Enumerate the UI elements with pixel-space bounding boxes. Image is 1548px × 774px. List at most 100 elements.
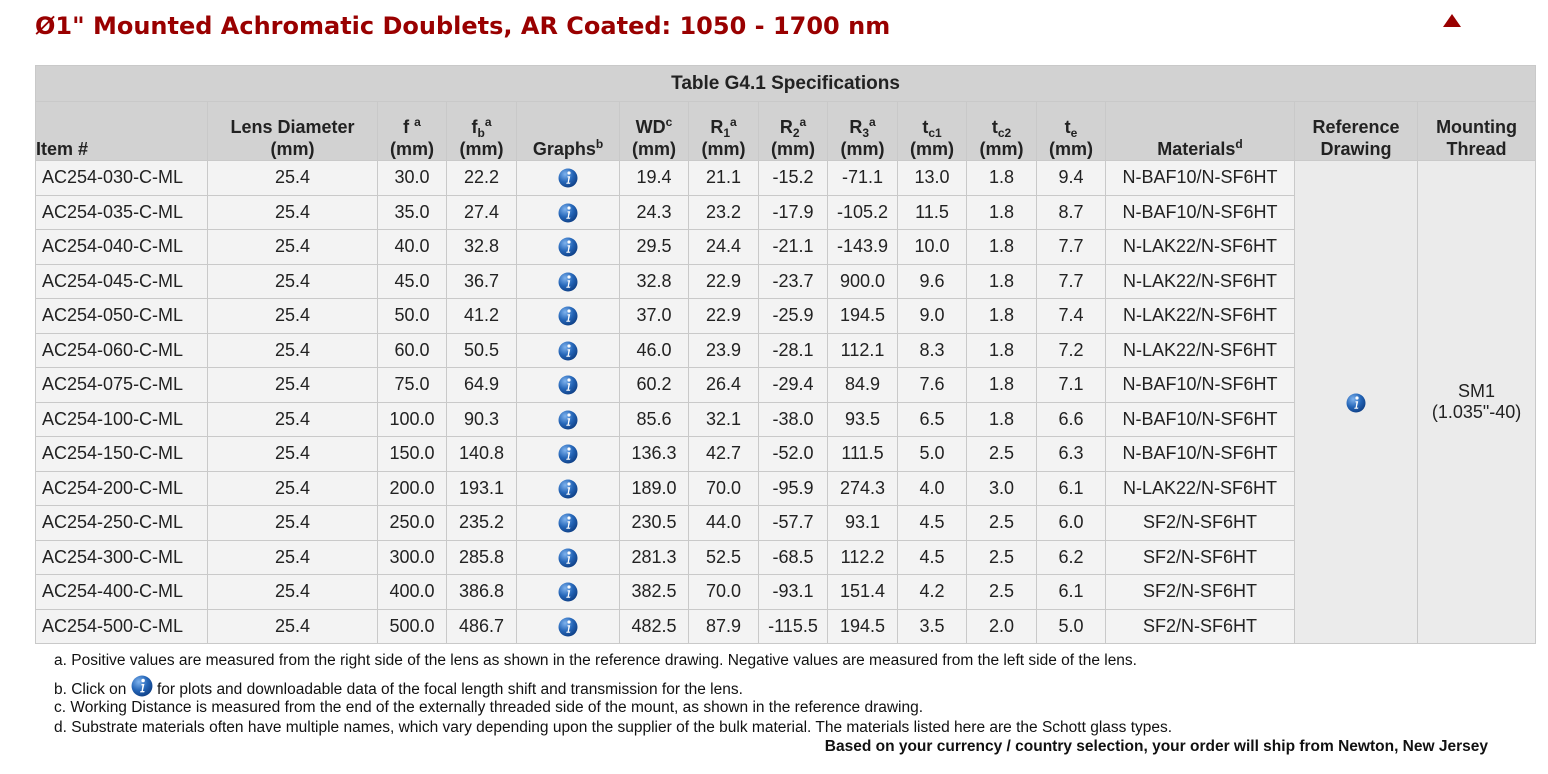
cell-item-number: AC254-045-C-ML — [35, 263, 208, 299]
cell-back-focal-length: 22.2 — [446, 160, 517, 196]
info-icon[interactable] — [558, 548, 578, 568]
header-graphs: Graphsb — [516, 101, 620, 161]
shipping-note: Based on your currency / country selecti… — [824, 738, 1488, 755]
back-to-top-icon[interactable] — [1443, 14, 1461, 27]
cell-tc1: 11.5 — [897, 194, 967, 230]
cell-tc2: 1.8 — [966, 229, 1037, 265]
info-icon[interactable] — [558, 479, 578, 499]
info-icon[interactable] — [558, 375, 578, 395]
reference-drawing-info-icon[interactable] — [1346, 393, 1366, 413]
cell-tc2: 2.5 — [966, 574, 1037, 610]
header-reference-drawing: Reference Drawing — [1294, 101, 1418, 161]
cell-tc1: 9.6 — [897, 263, 967, 299]
cell-materials: N-LAK22/N-SF6HT — [1105, 229, 1295, 265]
cell-working-distance: 382.5 — [619, 574, 689, 610]
cell-materials: N-BAF10/N-SF6HT — [1105, 160, 1295, 196]
info-icon[interactable] — [558, 513, 578, 533]
header-item: Item # — [35, 101, 208, 161]
info-icon[interactable] — [558, 617, 578, 637]
cell-te: 6.3 — [1036, 436, 1106, 472]
cell-r1: 52.5 — [688, 539, 759, 575]
reference-drawing-cell — [1294, 160, 1418, 644]
cell-back-focal-length: 32.8 — [446, 229, 517, 265]
cell-back-focal-length: 36.7 — [446, 263, 517, 299]
header-fb: fba (mm) — [446, 101, 517, 161]
cell-working-distance: 37.0 — [619, 298, 689, 334]
cell-te: 7.4 — [1036, 298, 1106, 334]
cell-r3: -105.2 — [827, 194, 898, 230]
cell-tc2: 1.8 — [966, 298, 1037, 334]
cell-r1: 44.0 — [688, 505, 759, 541]
cell-lens-diameter: 25.4 — [207, 608, 378, 644]
cell-tc2: 1.8 — [966, 401, 1037, 437]
header-tc2: tc2 (mm) — [966, 101, 1037, 161]
info-icon[interactable] — [558, 306, 578, 326]
cell-focal-length: 40.0 — [377, 229, 447, 265]
info-icon[interactable] — [131, 675, 153, 697]
cell-lens-diameter: 25.4 — [207, 229, 378, 265]
cell-materials: N-LAK22/N-SF6HT — [1105, 332, 1295, 368]
info-icon[interactable] — [558, 237, 578, 257]
cell-r3: 900.0 — [827, 263, 898, 299]
cell-r3: 112.2 — [827, 539, 898, 575]
cell-te: 6.2 — [1036, 539, 1106, 575]
header-mounting-thread: Mounting Thread — [1416, 101, 1537, 161]
mounting-thread-cell: SM1 (1.035"-40) — [1416, 160, 1537, 644]
cell-materials: N-LAK22/N-SF6HT — [1105, 263, 1295, 299]
info-icon[interactable] — [558, 444, 578, 464]
cell-te: 7.2 — [1036, 332, 1106, 368]
table-row: AC254-500-C-ML 25.4 500.0 486.7 482.5 87.9 -11… — [35, 608, 1536, 644]
footnote-b: b. Click on for plots and downloadable d… — [54, 675, 743, 699]
cell-lens-diameter: 25.4 — [207, 539, 378, 575]
graphs-cell — [516, 263, 620, 299]
info-icon[interactable] — [558, 341, 578, 361]
cell-lens-diameter: 25.4 — [207, 263, 378, 299]
cell-working-distance: 230.5 — [619, 505, 689, 541]
graphs-cell — [516, 194, 620, 230]
cell-r3: 93.1 — [827, 505, 898, 541]
graphs-cell — [516, 539, 620, 575]
cell-te: 7.1 — [1036, 367, 1106, 403]
cell-tc2: 3.0 — [966, 470, 1037, 506]
info-icon[interactable] — [558, 582, 578, 602]
cell-tc2: 2.5 — [966, 539, 1037, 575]
graphs-cell — [516, 229, 620, 265]
cell-r2: -115.5 — [758, 608, 828, 644]
cell-back-focal-length: 64.9 — [446, 367, 517, 403]
cell-focal-length: 150.0 — [377, 436, 447, 472]
cell-focal-length: 35.0 — [377, 194, 447, 230]
cell-r2: -95.9 — [758, 470, 828, 506]
cell-item-number: AC254-250-C-ML — [35, 505, 208, 541]
cell-lens-diameter: 25.4 — [207, 194, 378, 230]
graphs-cell — [516, 367, 620, 403]
cell-working-distance: 32.8 — [619, 263, 689, 299]
cell-item-number: AC254-500-C-ML — [35, 608, 208, 644]
info-icon[interactable] — [558, 272, 578, 292]
page-title: Ø1" Mounted Achromatic Doublets, AR Coat… — [35, 12, 891, 40]
cell-working-distance: 19.4 — [619, 160, 689, 196]
info-icon[interactable] — [558, 203, 578, 223]
cell-back-focal-length: 50.5 — [446, 332, 517, 368]
cell-r3: -71.1 — [827, 160, 898, 196]
cell-focal-length: 30.0 — [377, 160, 447, 196]
info-icon[interactable] — [558, 410, 578, 430]
table-row: AC254-045-C-ML 25.4 45.0 36.7 32.8 22.9 -23.7 9… — [35, 263, 1536, 299]
table-row: AC254-050-C-ML 25.4 50.0 41.2 37.0 22.9 -25.9 1… — [35, 298, 1536, 334]
cell-te: 6.6 — [1036, 401, 1106, 437]
cell-tc1: 5.0 — [897, 436, 967, 472]
cell-working-distance: 24.3 — [619, 194, 689, 230]
cell-tc2: 1.8 — [966, 332, 1037, 368]
footnote-b-text-before: b. Click on — [54, 681, 127, 698]
cell-tc1: 4.5 — [897, 505, 967, 541]
info-icon[interactable] — [558, 168, 578, 188]
cell-r2: -17.9 — [758, 194, 828, 230]
table-row: AC254-250-C-ML 25.4 250.0 235.2 230.5 44.0 -57… — [35, 505, 1536, 541]
cell-working-distance: 189.0 — [619, 470, 689, 506]
table-row: AC254-100-C-ML 25.4 100.0 90.3 85.6 32.1 -38.0… — [35, 401, 1536, 437]
cell-focal-length: 75.0 — [377, 367, 447, 403]
cell-item-number: AC254-030-C-ML — [35, 160, 208, 196]
cell-focal-length: 250.0 — [377, 505, 447, 541]
cell-te: 9.4 — [1036, 160, 1106, 196]
cell-tc1: 13.0 — [897, 160, 967, 196]
cell-item-number: AC254-150-C-ML — [35, 436, 208, 472]
